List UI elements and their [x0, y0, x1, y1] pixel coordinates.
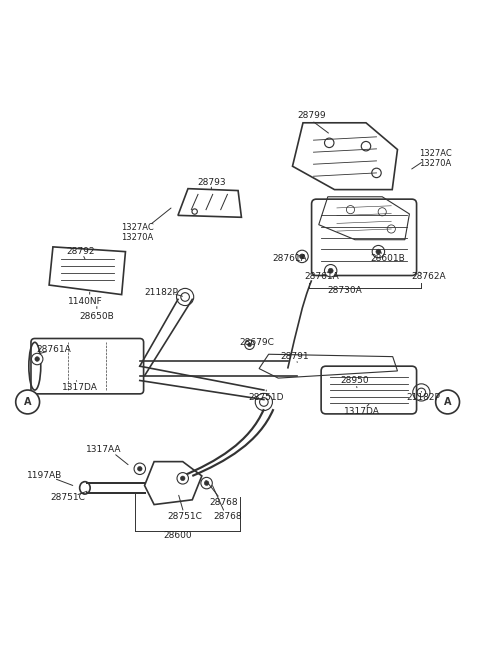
- Text: 28751D: 28751D: [249, 393, 284, 401]
- Text: 1317DA: 1317DA: [62, 383, 98, 392]
- Text: 1327AC
13270A: 1327AC 13270A: [420, 149, 452, 169]
- Text: A: A: [444, 397, 451, 407]
- Circle shape: [436, 390, 459, 414]
- Circle shape: [180, 476, 185, 481]
- Text: 28679C: 28679C: [239, 338, 274, 347]
- Circle shape: [134, 463, 145, 474]
- Circle shape: [328, 268, 333, 273]
- Text: 28600: 28600: [164, 531, 192, 540]
- Text: 1317AA: 1317AA: [86, 445, 122, 454]
- Text: 1197AB: 1197AB: [27, 472, 62, 480]
- Circle shape: [204, 481, 209, 485]
- Circle shape: [32, 354, 43, 365]
- Text: 28950: 28950: [340, 376, 369, 385]
- Circle shape: [248, 343, 252, 346]
- Text: 28761A: 28761A: [305, 272, 339, 281]
- Text: 28751C: 28751C: [51, 493, 85, 502]
- Text: 28650B: 28650B: [80, 312, 114, 321]
- Text: 21182P: 21182P: [407, 393, 441, 401]
- Circle shape: [372, 245, 384, 258]
- Text: 28792: 28792: [66, 247, 95, 256]
- Text: 28793: 28793: [197, 178, 226, 187]
- Text: 28799: 28799: [297, 111, 326, 120]
- Circle shape: [16, 390, 39, 414]
- Text: 1327AC
13270A: 1327AC 13270A: [121, 223, 154, 242]
- Circle shape: [300, 254, 304, 259]
- Text: 28761A: 28761A: [36, 345, 71, 354]
- Circle shape: [137, 466, 142, 471]
- Text: 28791: 28791: [281, 352, 309, 361]
- Circle shape: [245, 340, 254, 350]
- Circle shape: [296, 250, 308, 262]
- Text: 1140NF: 1140NF: [68, 297, 102, 306]
- Circle shape: [324, 264, 337, 277]
- Text: 28751C: 28751C: [168, 512, 203, 521]
- Text: 1317DA: 1317DA: [344, 407, 380, 416]
- Circle shape: [201, 478, 212, 489]
- Text: 21182P: 21182P: [144, 288, 178, 297]
- Circle shape: [177, 472, 189, 484]
- Text: 28768: 28768: [214, 512, 242, 521]
- Text: 28601B: 28601B: [371, 255, 405, 263]
- Circle shape: [35, 357, 39, 361]
- Text: 28761A: 28761A: [273, 255, 308, 263]
- Text: A: A: [24, 397, 31, 407]
- Text: 28762A: 28762A: [411, 272, 446, 281]
- Text: 28768: 28768: [209, 498, 238, 506]
- Circle shape: [376, 249, 381, 254]
- Text: 28730A: 28730A: [328, 286, 362, 295]
